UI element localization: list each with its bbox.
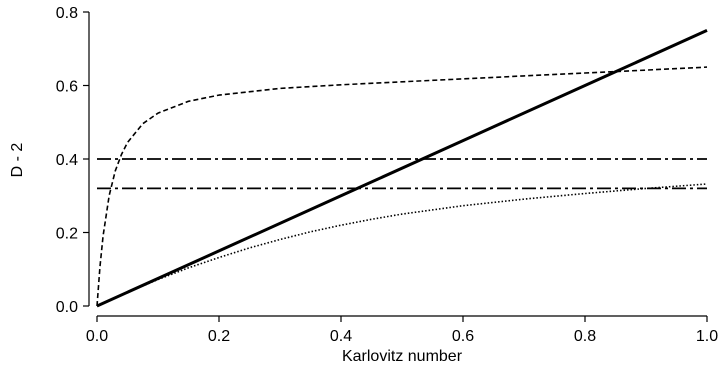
x-tick-label: 0.6 [452, 328, 474, 345]
x-tick-label: 0.4 [330, 328, 352, 345]
y-tick-label: 0.6 [56, 79, 78, 96]
ticks: 0.0 0.2 0.4 0.6 0.8 1.0 0.0 0.2 0.4 0.6 0.8 [56, 5, 718, 345]
x-axis-label: Karlovitz number [342, 348, 463, 365]
series-line-dashed-1 [96, 66, 708, 307]
y-tick-label: 0.2 [56, 226, 78, 243]
y-axis-label: D - 2 [9, 143, 26, 178]
x-tick-label: 0.8 [574, 328, 596, 345]
series-line-solid-0 [96, 29, 708, 308]
y-tick-label: 0.4 [56, 152, 78, 169]
y-tick-label: 0.0 [56, 299, 78, 316]
x-tick-label: 0.2 [208, 328, 230, 345]
series-layer [96, 29, 708, 308]
series-line-dotted-2 [96, 183, 708, 307]
x-tick-label: 1.0 [696, 328, 718, 345]
y-tick-label: 0.8 [56, 5, 78, 22]
x-tick-label: 0.0 [86, 328, 108, 345]
